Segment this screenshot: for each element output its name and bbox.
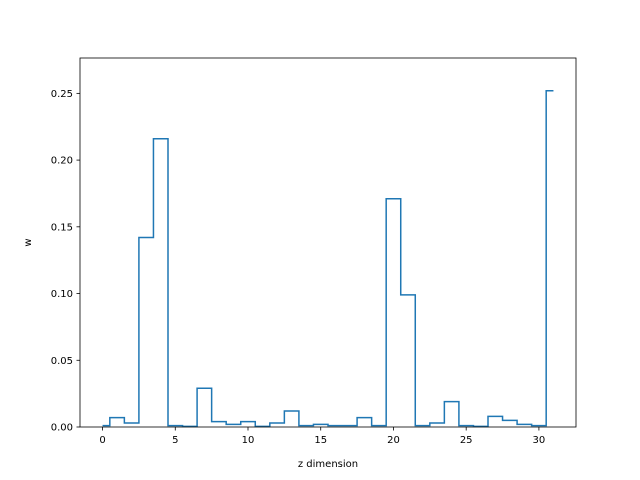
step-series-line [102,89,554,428]
x-axis-label: z dimension [298,459,358,470]
y-tick-label: 0.10 [51,289,73,300]
y-tick-label: 0.15 [51,222,73,233]
x-tick-label: 0 [99,435,105,446]
x-tick-label: 30 [533,435,546,446]
plot-area [80,58,576,427]
y-tick-label: 0.25 [51,89,73,100]
x-tick-label: 5 [172,435,178,446]
y-tick-label: 0.20 [51,156,73,167]
x-tick-label: 20 [387,435,400,446]
x-tick-label: 10 [242,435,255,446]
x-tick-label: 25 [460,435,473,446]
x-tick-label: 15 [314,435,327,446]
axes-frame [79,57,577,428]
x-axis-ticks: 0 5 10 15 20 25 30 [99,427,545,446]
y-axis-ticks: 0.00 0.05 0.10 0.15 0.20 0.25 [51,89,80,434]
y-axis-label: w [23,238,34,246]
y-tick-label: 0.05 [51,356,73,367]
y-tick-label: 0.00 [51,423,73,434]
